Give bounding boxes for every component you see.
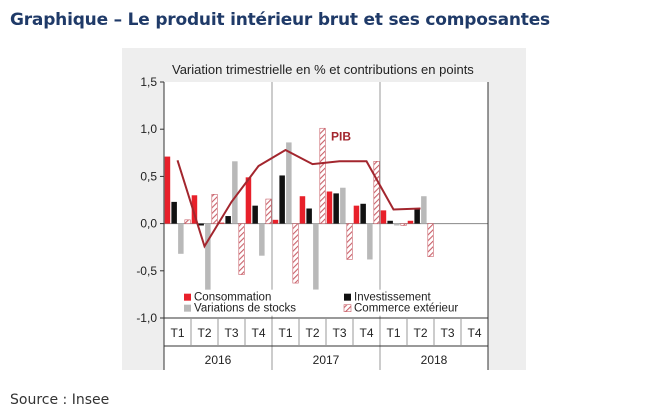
bar-consommation [407,220,414,224]
legend-swatch-investissement [344,293,351,301]
bar-variations [205,223,211,295]
x-tick-label: T4 [251,326,265,340]
year-label: 2017 [313,353,340,367]
bar-variations [178,223,184,254]
page-title: Graphique – Le produit intérieur brut et… [10,10,550,30]
bar-consommation [380,210,387,224]
bar-commerce [427,223,434,257]
bar-investissement [360,203,366,224]
legend-label-consommation: Consommation [194,292,271,304]
y-tick-label: 1,5 [140,75,157,89]
x-tick-label: T4 [467,326,481,340]
bar-investissement [333,193,339,224]
bar-consommation [272,219,279,224]
bar-variations [286,142,292,224]
source-note: Source : Insee [10,392,110,408]
bar-commerce [400,223,407,226]
legend-swatch-consommation [184,293,191,301]
x-tick-label: T4 [359,326,373,340]
legend-box [179,289,477,316]
bar-variations [313,223,319,290]
legend-swatch-commerce [343,304,352,312]
chart-svg: Variation trimestrielle en % et contribu… [136,62,489,370]
legend-swatch-variations [184,304,191,312]
x-tick-label: T2 [305,326,319,340]
y-tick-label: -0,5 [136,264,157,278]
bar-consommation [218,222,225,224]
bar-commerce [238,223,245,275]
bar-commerce [265,198,272,224]
y-tick-label: 0,0 [140,217,157,231]
x-tick-label: T1 [386,326,400,340]
y-tick-label: 0,5 [140,169,157,183]
x-tick-label: T1 [170,326,184,340]
x-tick-label: T2 [413,326,427,340]
bar-commerce [319,127,326,224]
pib-line [176,148,421,249]
bar-commerce [373,161,380,224]
bar-commerce [211,194,218,224]
bar-variations [340,187,346,224]
x-tick-label: T3 [440,326,454,340]
bar-consommation [191,195,198,224]
x-tick-label: T3 [332,326,346,340]
y-tick-label: -1,0 [136,311,157,325]
bar-commerce [346,223,353,260]
legend-label-investissement: Investissement [354,292,432,304]
bar-consommation [326,191,333,224]
bar-investissement [171,201,177,224]
legend-label-variations: Variations de stocks [194,303,296,315]
year-label: 2018 [421,353,448,367]
x-tick-label: T3 [224,326,238,340]
bar-investissement [225,216,231,224]
bar-investissement [198,223,204,226]
x-tick-label: T1 [278,326,292,340]
bar-investissement [387,220,393,224]
y-tick-label: 1,0 [140,122,157,136]
bar-investissement [414,208,420,224]
chart-panel: Variation trimestrielle en % et contribu… [122,48,526,370]
x-tick-label: T2 [197,326,211,340]
bar-consommation [353,205,360,224]
bar-investissement [279,175,285,224]
bar-investissement [252,205,258,224]
year-label: 2016 [205,353,232,367]
bar-variations [367,223,373,260]
chart-title: Variation trimestrielle en % et contribu… [172,62,474,77]
bar-variations [421,196,427,224]
bar-commerce [292,223,299,284]
pib-label: PIB [331,130,351,144]
bar-consommation [245,177,252,224]
bar-commerce [184,219,191,224]
bar-consommation [164,156,171,224]
legend-label-commerce: Commerce extérieur [354,303,458,315]
bar-variations [232,161,238,224]
bar-variations [394,223,400,226]
bar-variations [259,223,265,256]
bar-consommation [299,196,306,224]
bar-investissement [306,208,312,224]
